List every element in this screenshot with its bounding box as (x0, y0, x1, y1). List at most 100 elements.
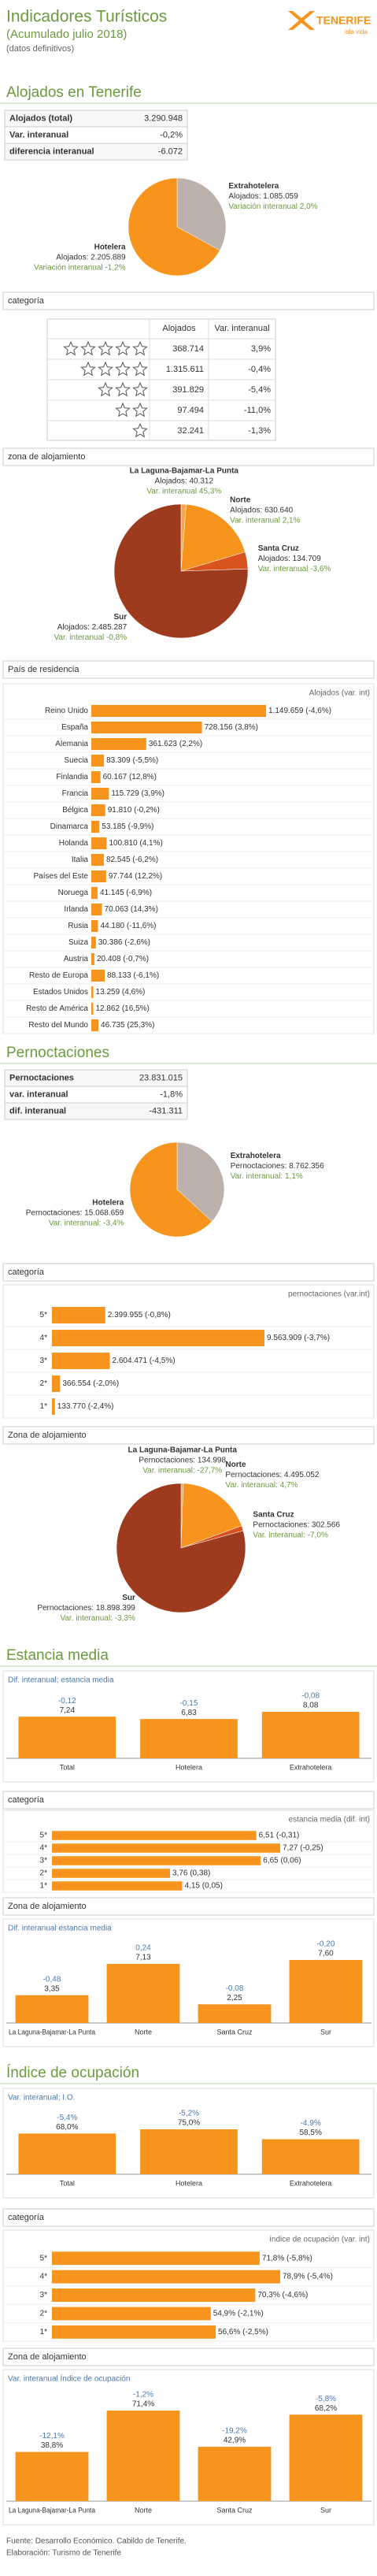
subsection-box (2, 1897, 375, 1916)
category-label: Extrahotelera (290, 2179, 332, 2187)
value-label: 8,08 (303, 1702, 319, 1710)
bar (91, 754, 105, 767)
row-value: -431.311 (149, 1106, 183, 1115)
category-label: 3* (40, 1857, 48, 1865)
pie-slice (176, 177, 227, 251)
cell: -1,3% (248, 426, 271, 436)
bar (52, 2288, 256, 2302)
cell: 97.494 (177, 406, 204, 415)
value-label: 4,15 (0,05) (185, 1882, 223, 1891)
bar (261, 2139, 360, 2174)
var-label: -1,2% (133, 2391, 153, 2400)
value-label: 56,6% (-2,5%) (218, 2328, 268, 2337)
subsection-box (2, 1791, 375, 1810)
slice-value: Alojados: 2.205.889 (56, 253, 126, 262)
subtitle: (Acumulado julio 2018) (6, 28, 127, 41)
slice-value: Pernoctaciones: 4.495.052 (225, 1471, 319, 1479)
cell: -11,0% (244, 406, 271, 415)
var-label: -12,1% (39, 2432, 65, 2441)
row-label: Pernoctaciones (9, 1073, 74, 1082)
category-label: Resto de América (26, 1004, 88, 1013)
category-label: Sur (320, 2028, 331, 2036)
subsection-title: Zona de alojamiento (8, 1431, 87, 1440)
bar (52, 1843, 280, 1853)
row-label: Alojados (total) (9, 113, 72, 123)
category-label: 1* (40, 2328, 48, 2337)
slice-label: Extrahotelera (231, 1152, 281, 1160)
category-label: Suecia (64, 756, 88, 765)
footer-source: Fuente: Desarrollo Económico. Cabildo de… (6, 2537, 187, 2546)
category-label: Santa Cruz (216, 2028, 253, 2036)
footer-credit: Elaboración: Turismo de Tenerife (6, 2549, 121, 2558)
subsection-title: categoría (8, 1268, 45, 1277)
value-label: 115.729 (3,9%) (111, 789, 164, 798)
category-label: Extrahotelera (290, 1763, 332, 1771)
section-title: Estancia media (6, 1647, 109, 1664)
slice-label: Extrahotelera (228, 182, 279, 191)
slice-var: Var. interanual -0,8% (54, 633, 127, 642)
value-label: 68,2% (315, 2404, 337, 2413)
bar (91, 770, 101, 784)
slice-var: Var. interanual: 4,7% (225, 1481, 298, 1490)
bar (106, 2411, 180, 2501)
category-label: Irlanda (64, 905, 88, 914)
subsection-title: Zona de alojamiento (8, 1902, 87, 1911)
chart-frame (2, 2369, 375, 2526)
category-label: 2* (40, 2310, 48, 2318)
value-label: 75,0% (178, 2119, 200, 2128)
value-label: 100.810 (4,1%) (109, 839, 162, 848)
bar (140, 2129, 238, 2174)
slice-value: Alojados: 2.485.287 (57, 623, 128, 632)
axis-label: pernoctaciones (var.int) (288, 1290, 370, 1299)
category-label: Dinamarca (50, 822, 89, 831)
category-label: Norte (135, 2028, 152, 2036)
value-label: 20.408 (-0,7%) (97, 955, 149, 963)
var-label: -0,12 (58, 1697, 76, 1706)
bar (91, 787, 109, 800)
slice-label: Santa Cruz (253, 1510, 294, 1519)
value-label: 68,0% (56, 2123, 78, 2132)
var-label: -5,8% (316, 2395, 336, 2403)
pie-slice (180, 1483, 242, 1549)
category-label: Sur (320, 2506, 331, 2514)
value-label: 12.862 (16,5%) (95, 1004, 149, 1013)
value-label: 7,24 (60, 1706, 76, 1715)
chart-frame (2, 683, 375, 1034)
value-label: 13.259 (4,6%) (96, 988, 146, 997)
title: Indicadores Turísticos (6, 8, 167, 26)
category-label: Alemania (55, 740, 88, 748)
var-label: -5,4% (57, 2114, 77, 2122)
category-label: 5* (40, 1832, 48, 1840)
pie-slice (113, 503, 249, 639)
bar (91, 1019, 99, 1032)
bar (91, 853, 104, 867)
category-label: Suiza (68, 938, 88, 947)
bar (91, 870, 106, 883)
logo: TENERIFE (316, 14, 371, 27)
category-label: Santa Cruz (216, 2506, 253, 2514)
slice-value: Alojados: 630.640 (230, 507, 294, 515)
pie-slice (176, 1141, 225, 1222)
category-label: Países del Este (34, 872, 89, 881)
row-value: -0,2% (160, 130, 183, 139)
chart-frame (2, 2088, 375, 2199)
var-label: -0,20 (317, 1940, 335, 1949)
value-label: 7,60 (318, 1950, 334, 1958)
logo-tagline: isla vida (345, 28, 368, 35)
bar (52, 1869, 170, 1878)
var-label: -0,15 (180, 1699, 198, 1708)
category-label: 3* (40, 2291, 48, 2299)
slice-var: Var. interanual: -7,0% (253, 1531, 328, 1539)
category-label: 4* (40, 1334, 48, 1342)
subsection-title: País de residencia (8, 665, 79, 674)
category-label: Norte (135, 2506, 152, 2514)
category-label: 1* (40, 1882, 48, 1891)
row-label: dif. interanual (9, 1106, 66, 1115)
category-label: La Laguna-Bajamar-La Punta (9, 2506, 95, 2514)
slice-value: Pernoctaciones: 8.762.356 (231, 1162, 324, 1171)
bar (15, 2452, 89, 2501)
slice-label: Hotelera (92, 1199, 124, 1208)
value-label: 70,3% (-4,6%) (257, 2291, 308, 2299)
star-rating (80, 361, 148, 377)
